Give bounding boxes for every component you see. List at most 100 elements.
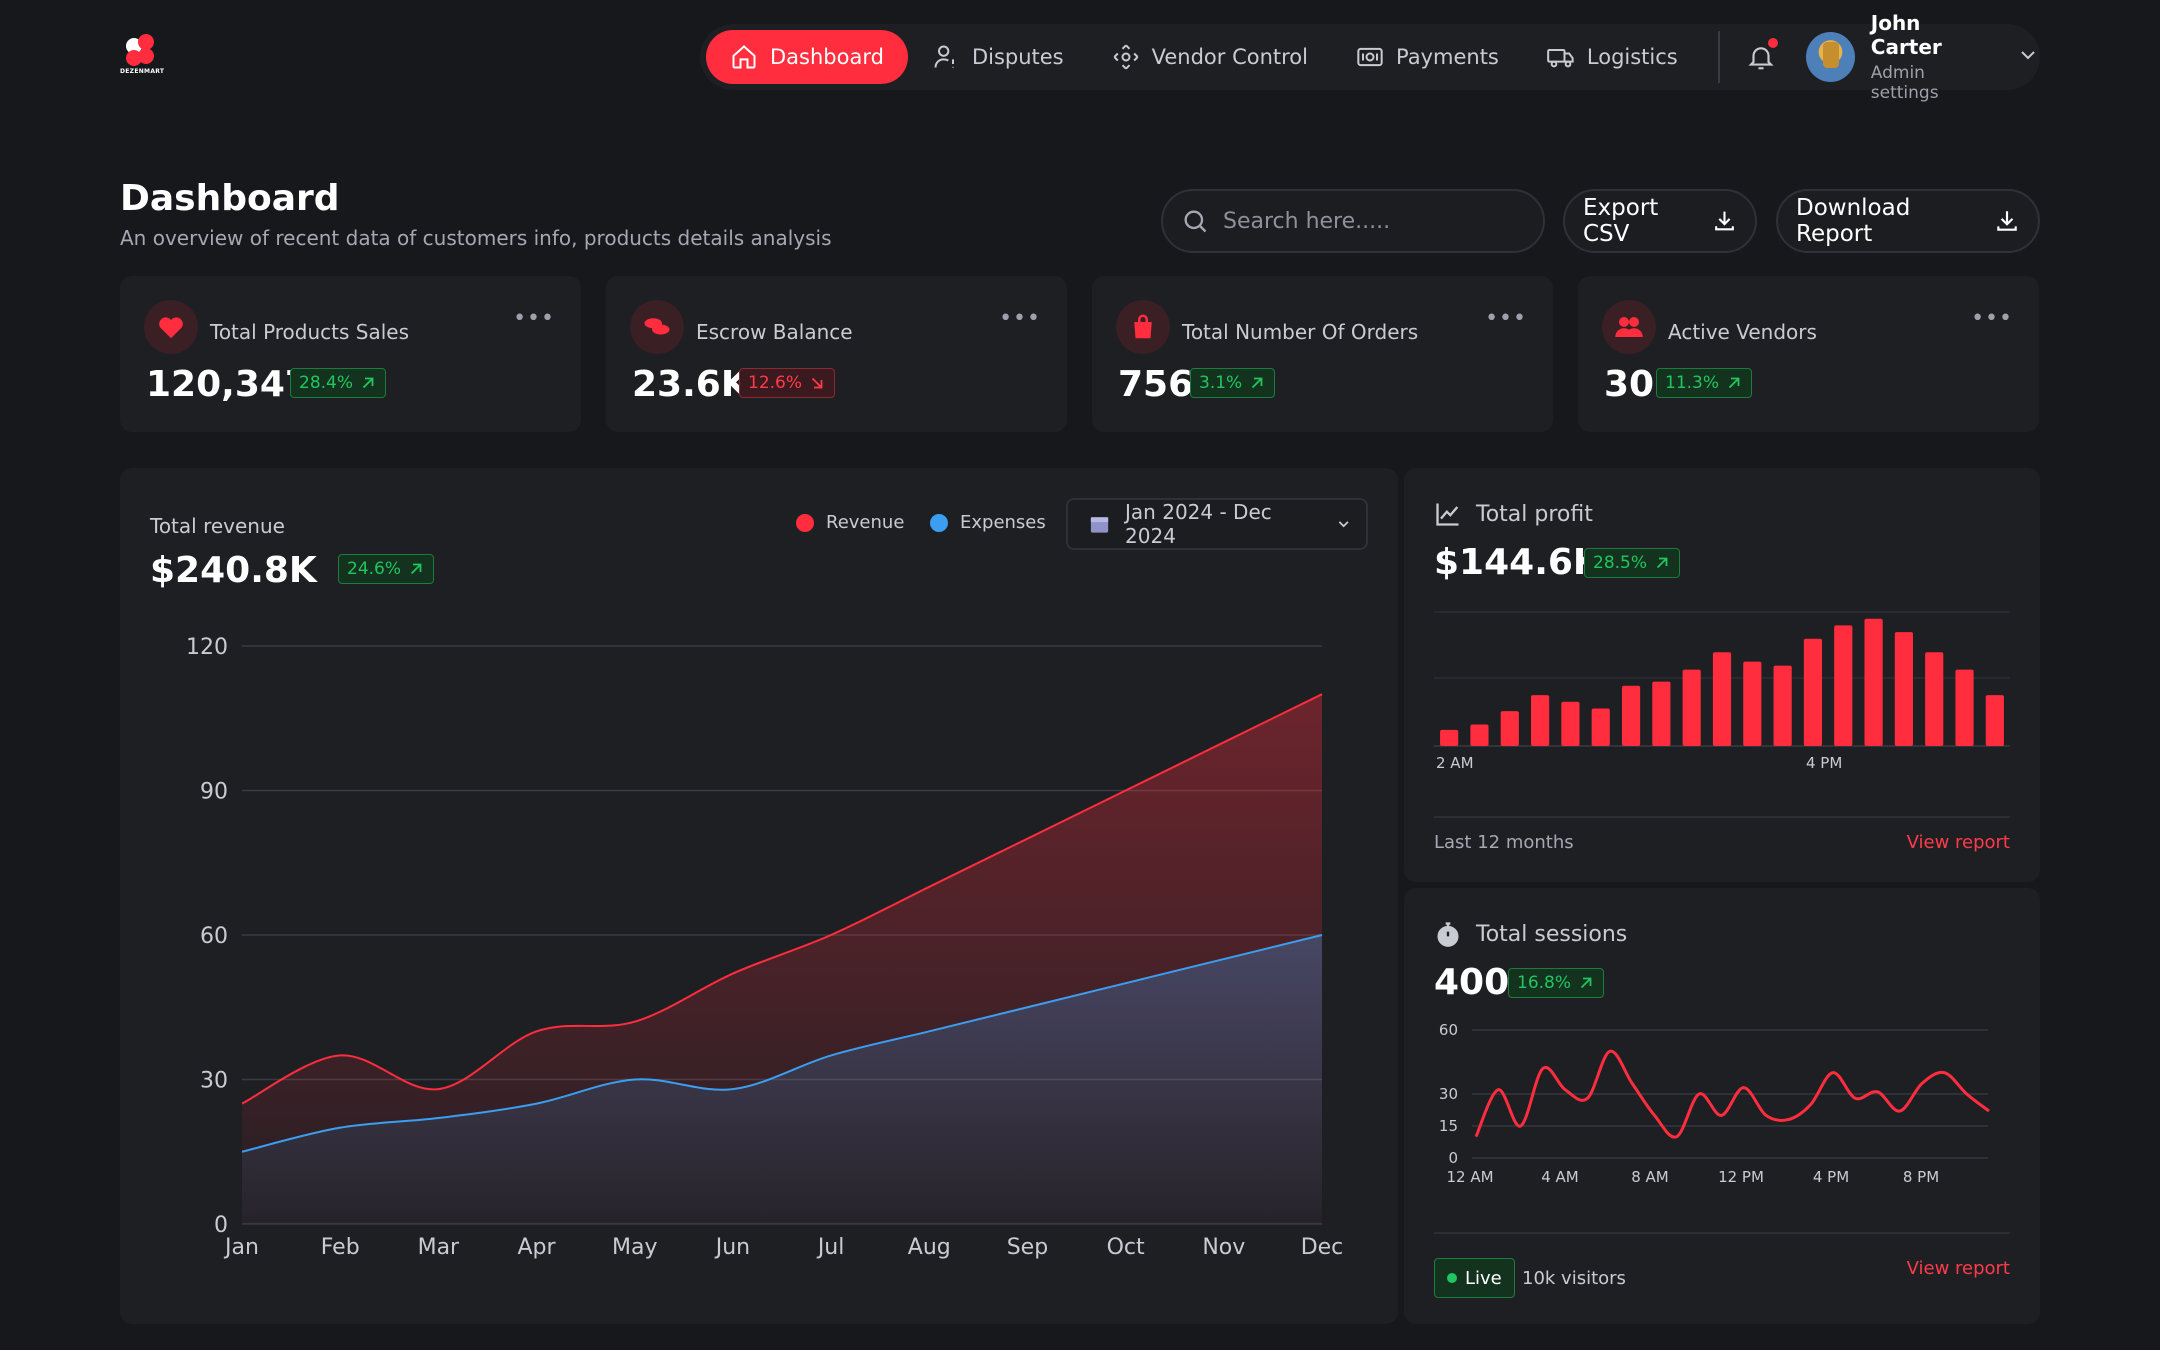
x-tick-label: 4 AM [1541, 1168, 1579, 1186]
revenue-change-value: 24.6% [347, 559, 402, 579]
brand-logo[interactable]: DEZENMART [120, 34, 174, 80]
series-area-expenses [242, 935, 1322, 1224]
sessions-change-badge: 16.8% [1508, 968, 1605, 998]
x-tick-label: Jan [223, 1235, 259, 1260]
stat-change-badge: 28.4% [290, 368, 387, 398]
revenue-title: Total revenue [150, 514, 285, 538]
nav-logistics-label: Logistics [1586, 45, 1678, 69]
avatar[interactable] [1805, 32, 1855, 82]
nav-disputes[interactable]: Disputes [908, 30, 1088, 84]
stat-card-escrow-balance[interactable]: Escrow Balance ••• 23.6K 12.6% [606, 276, 1067, 432]
profit-bar [1470, 724, 1489, 746]
stat-value: 30 [1604, 364, 1655, 405]
legend-label: Revenue [826, 512, 905, 533]
more-options-button[interactable]: ••• [1971, 306, 2013, 331]
nav-dashboard[interactable]: Dashboard [706, 30, 908, 84]
chevron-down-icon [2021, 51, 2035, 60]
y-tick-label: 0 [214, 1213, 228, 1238]
profit-bar [1440, 729, 1459, 746]
x-tick-label: Apr [518, 1235, 557, 1260]
stat-card-active-vendors[interactable]: Active Vendors ••• 30 11.3% [1578, 276, 2039, 432]
search-box[interactable] [1161, 189, 1545, 253]
stat-change-badge: 3.1% [1190, 368, 1276, 398]
stat-label: Total Products Sales [210, 320, 410, 344]
x-tick-label: Oct [1107, 1235, 1145, 1260]
profit-bar [1591, 708, 1610, 746]
x-tick-label: Aug [908, 1235, 951, 1260]
nav-divider [1717, 31, 1720, 83]
nav-vendor-control[interactable]: Vendor Control [1088, 30, 1332, 84]
stat-icon-wrap [1116, 300, 1170, 354]
profit-bar [1773, 665, 1792, 746]
sessions-view-report-link[interactable]: View report [1906, 1258, 2010, 1279]
nav-payments-label: Payments [1396, 45, 1499, 69]
profit-bar [1712, 652, 1732, 746]
profit-bar [1531, 695, 1550, 746]
profit-bar [1743, 661, 1762, 746]
page-title: Dashboard [120, 178, 340, 219]
y-tick-label: 60 [1439, 1021, 1458, 1039]
profit-view-report-link[interactable]: View report [1906, 832, 2010, 853]
profit-value: $144.6K [1434, 542, 1601, 583]
stat-value: 23.6K [632, 364, 749, 405]
profit-bar [1500, 711, 1519, 746]
nav-payments[interactable]: Payments [1332, 30, 1523, 84]
profit-header: Total profit [1434, 500, 1593, 528]
profit-bar [1985, 695, 2004, 746]
banknote-icon [1357, 47, 1383, 67]
top-navigation: Dashboard Disputes Vendor Control Paymen… [700, 11, 2040, 103]
profit-change-badge: 28.5% [1584, 548, 1681, 578]
more-options-button[interactable]: ••• [999, 306, 1041, 331]
stat-label: Escrow Balance [696, 320, 853, 344]
x-tick-label: Feb [321, 1235, 360, 1260]
legend-item-revenue[interactable]: Revenue [796, 512, 904, 533]
live-badge: Live [1434, 1258, 1515, 1298]
total-profit-card: Total profit $144.6K 28.5% 2 AM 4 PM Last… [1404, 468, 2040, 882]
brand-name: DEZENMART [120, 68, 165, 75]
profit-bar [1682, 669, 1701, 746]
stat-card-total-products-sales[interactable]: Total Products Sales ••• 120,347 28.4% [120, 276, 581, 432]
visitors-count: 10k visitors [1522, 1268, 1626, 1289]
search-icon [1184, 210, 1207, 233]
export-csv-button[interactable]: Export CSV [1563, 189, 1757, 253]
stat-value: 120,347 [146, 364, 310, 405]
more-options-button[interactable]: ••• [513, 306, 555, 331]
stat-label: Active Vendors [1668, 320, 1817, 344]
stat-change-value: 11.3% [1665, 373, 1720, 393]
y-tick-label: 60 [200, 924, 228, 949]
divider [1434, 1232, 2010, 1234]
profit-bar-chart: 2 AM 4 PM [1434, 611, 2010, 772]
notifications-button[interactable] [1746, 38, 1778, 72]
y-tick-label: 0 [1448, 1149, 1458, 1167]
nav-dashboard-label: Dashboard [770, 45, 884, 69]
search-input[interactable] [1223, 208, 1503, 234]
stat-value: 756 [1118, 364, 1194, 405]
chevron-down-icon [1338, 521, 1349, 528]
download-icon [1715, 211, 1734, 231]
user-menu[interactable]: John Carter Admin settings [1871, 11, 1996, 103]
x-tick-label: Dec [1301, 1235, 1344, 1260]
date-range-picker[interactable]: Jan 2024 - Dec 2024 [1066, 498, 1368, 550]
profit-bar [1864, 618, 1883, 746]
more-options-button[interactable]: ••• [1485, 306, 1527, 331]
download-report-button[interactable]: Download Report [1776, 189, 2040, 253]
heart-icon [159, 317, 183, 339]
stat-label: Total Number Of Orders [1182, 320, 1419, 344]
stat-change-value: 12.6% [748, 373, 803, 393]
x-tick-label: 4 PM [1813, 1168, 1849, 1186]
arrow-down-right-icon [811, 377, 823, 389]
user-menu-toggle[interactable] [2016, 43, 2040, 71]
x-tick-label: 8 AM [1631, 1168, 1669, 1186]
divider [1434, 816, 2010, 818]
arrow-up-right-icon [1252, 377, 1263, 389]
x-tick-label: Jun [714, 1235, 750, 1260]
nav-logistics[interactable]: Logistics [1523, 30, 1702, 84]
stat-card-total-orders[interactable]: Total Number Of Orders ••• 756 3.1% [1092, 276, 1553, 432]
x-tick-label: Nov [1202, 1235, 1245, 1260]
truck-icon [1547, 49, 1574, 68]
total-sessions-card: Total sessions 400 16.8% 0 15 30 60 12 AM 4 A… [1404, 888, 2040, 1324]
legend-item-expenses[interactable]: Expenses [930, 512, 1046, 533]
profit-bar [1925, 652, 1944, 746]
series-line-expenses [241, 934, 1323, 1153]
profit-bar [1834, 625, 1853, 746]
